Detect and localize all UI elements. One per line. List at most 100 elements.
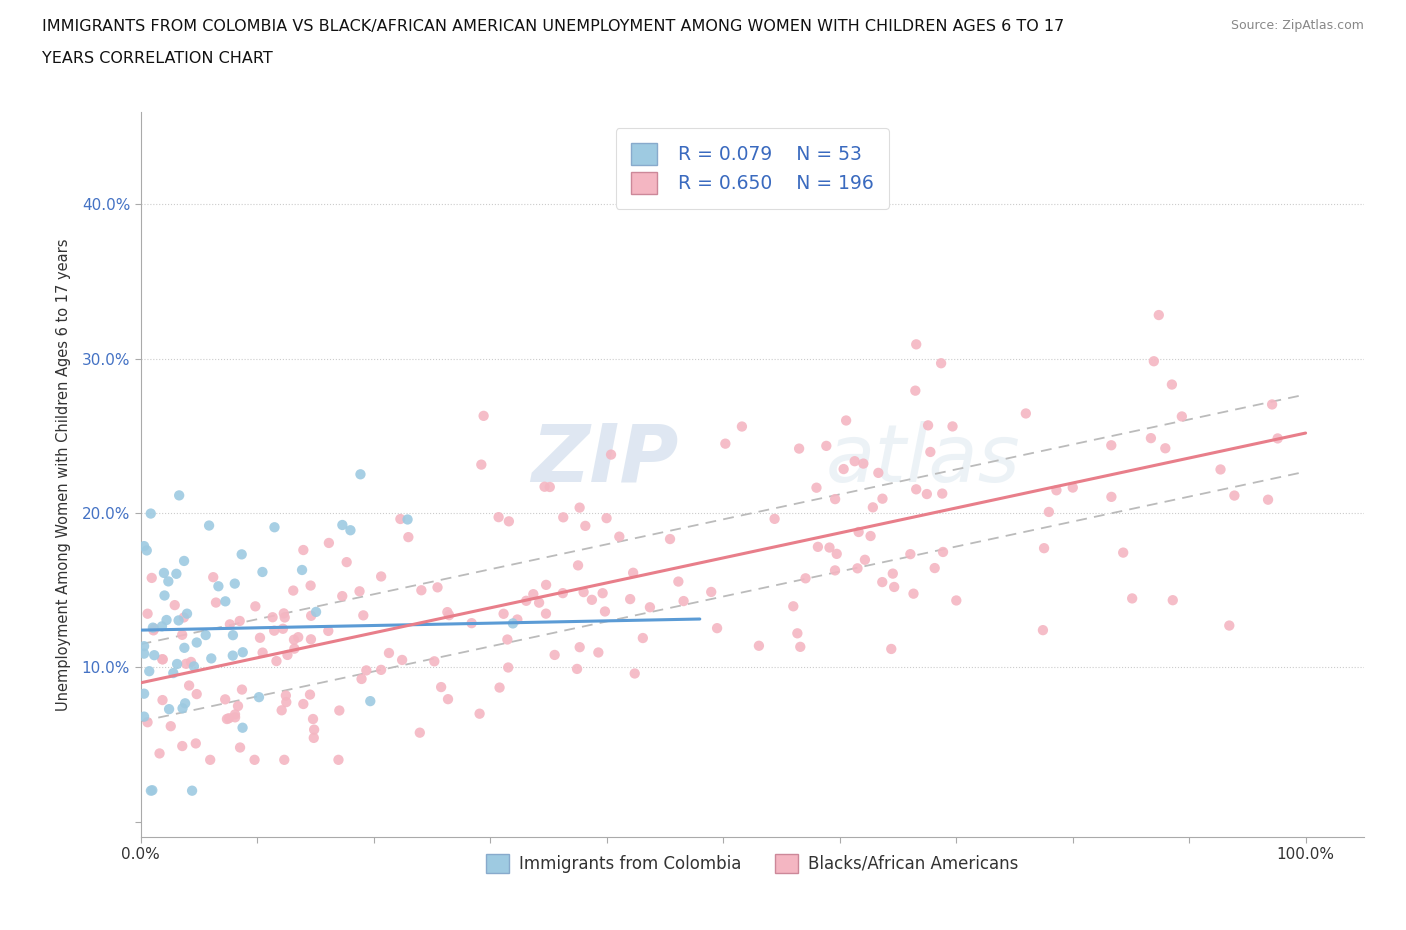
Point	[506, 612, 529, 627]
Point	[905, 337, 928, 352]
Point	[302, 730, 325, 745]
Point	[515, 593, 537, 608]
Point	[786, 626, 808, 641]
Point	[565, 661, 588, 676]
Point	[522, 587, 544, 602]
Point	[299, 608, 322, 623]
Point	[437, 692, 460, 707]
Point	[396, 512, 419, 527]
Point	[1015, 406, 1038, 421]
Point	[581, 592, 603, 607]
Point	[214, 594, 236, 609]
Point	[1033, 540, 1056, 555]
Point	[226, 698, 249, 713]
Point	[202, 570, 225, 585]
Point	[1209, 462, 1232, 477]
Point	[915, 486, 938, 501]
Point	[607, 529, 630, 544]
Point	[872, 575, 894, 590]
Point	[224, 577, 246, 591]
Point	[153, 588, 176, 603]
Point	[172, 628, 194, 643]
Point	[1147, 308, 1170, 323]
Point	[806, 480, 828, 495]
Point	[359, 694, 381, 709]
Point	[1045, 483, 1067, 498]
Point	[731, 419, 754, 434]
Point	[231, 682, 253, 697]
Point	[862, 500, 884, 515]
Point	[666, 574, 689, 589]
Point	[551, 586, 574, 601]
Point	[283, 632, 305, 647]
Point	[176, 606, 198, 621]
Point	[945, 593, 967, 608]
Point	[882, 566, 904, 581]
Point	[350, 671, 373, 686]
Point	[292, 697, 315, 711]
Point	[298, 687, 321, 702]
Point	[496, 660, 519, 675]
Point	[488, 680, 510, 695]
Point	[631, 631, 654, 645]
Point	[852, 456, 875, 471]
Text: IMMIGRANTS FROM COLOMBIA VS BLACK/AFRICAN AMERICAN UNEMPLOYMENT AMONG WOMEN WITH: IMMIGRANTS FROM COLOMBIA VS BLACK/AFRICA…	[42, 19, 1064, 33]
Point	[165, 566, 187, 581]
Point	[1261, 397, 1284, 412]
Point	[274, 610, 297, 625]
Point	[818, 540, 841, 555]
Point	[588, 645, 610, 660]
Point	[859, 528, 882, 543]
Text: atlas: atlas	[825, 420, 1021, 498]
Point	[880, 642, 903, 657]
Point	[153, 565, 176, 580]
Point	[247, 690, 270, 705]
Point	[141, 783, 163, 798]
Point	[228, 614, 250, 629]
Point	[389, 512, 412, 526]
Point	[932, 545, 955, 560]
Point	[1161, 592, 1184, 607]
Point	[595, 511, 617, 525]
Point	[527, 595, 550, 610]
Point	[330, 518, 353, 533]
Point	[568, 500, 591, 515]
Point	[283, 583, 305, 598]
Point	[621, 565, 644, 580]
Point	[162, 666, 184, 681]
Point	[328, 703, 350, 718]
Point	[426, 580, 449, 595]
Point	[825, 547, 848, 562]
Point	[159, 719, 181, 734]
Legend: Immigrants from Colombia, Blacks/African Americans: Immigrants from Colombia, Blacks/African…	[475, 844, 1029, 883]
Point	[215, 711, 238, 726]
Point	[243, 752, 266, 767]
Point	[167, 613, 190, 628]
Point	[807, 539, 830, 554]
Point	[132, 710, 155, 724]
Point	[218, 711, 240, 725]
Point	[409, 725, 432, 740]
Point	[172, 738, 194, 753]
Point	[593, 604, 616, 618]
Point	[794, 571, 817, 586]
Point	[142, 620, 165, 635]
Point	[567, 558, 589, 573]
Point	[136, 606, 159, 621]
Point	[143, 621, 166, 636]
Point	[186, 635, 208, 650]
Point	[198, 518, 221, 533]
Point	[411, 583, 433, 598]
Point	[316, 623, 339, 638]
Point	[231, 547, 253, 562]
Point	[498, 514, 520, 529]
Point	[436, 604, 458, 619]
Point	[1160, 377, 1182, 392]
Point	[356, 663, 378, 678]
Point	[1062, 480, 1084, 495]
Point	[229, 740, 252, 755]
Point	[460, 616, 482, 631]
Point	[1112, 545, 1135, 560]
Point	[574, 518, 596, 533]
Point	[370, 569, 392, 584]
